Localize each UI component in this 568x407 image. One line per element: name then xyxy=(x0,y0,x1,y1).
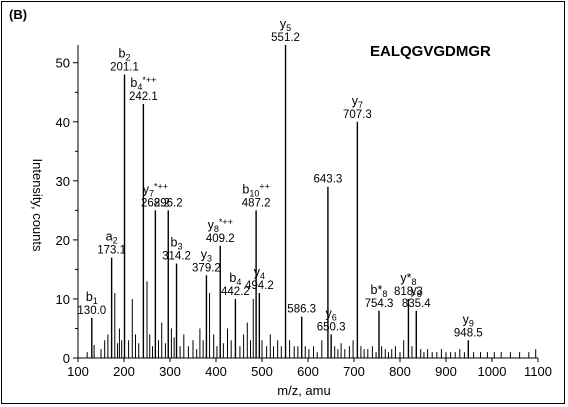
peak-label: 296.2 xyxy=(154,197,183,209)
ion-label: y*8 xyxy=(400,271,416,287)
x-tick-label: 700 xyxy=(343,364,365,379)
peak-label: 586.3 xyxy=(287,304,316,316)
x-tick-label: 600 xyxy=(297,364,319,379)
ion-label: a2 xyxy=(106,230,118,246)
peak-mz-value: 173.1 xyxy=(97,245,126,257)
ion-label: y7*++ xyxy=(143,181,168,198)
peak-mz-value: 754.3 xyxy=(365,298,394,310)
peak-label: 551.2y5 xyxy=(271,17,300,44)
peak-label: 409.2y8*++ xyxy=(206,217,235,245)
minor-peaks xyxy=(86,281,537,358)
y-tick-label: 50 xyxy=(56,56,70,71)
ion-label: y6 xyxy=(326,306,337,322)
y-tick-label: 40 xyxy=(56,115,70,130)
panel-label: (B) xyxy=(9,7,27,22)
peak-mz-value: 379.2 xyxy=(192,262,221,274)
y-axis-label: Intensity, counts xyxy=(30,159,45,252)
peak-mz-value: 242.1 xyxy=(129,91,158,103)
x-tick-label: 100 xyxy=(67,364,89,379)
ion-label: y8 xyxy=(411,283,422,299)
peak-mz-value: 948.5 xyxy=(454,327,483,339)
peak-label: 242.1b4*++ xyxy=(129,75,158,103)
ion-label: y7 xyxy=(352,94,363,110)
peak-mz-value: 551.2 xyxy=(271,32,300,44)
peak-mz-value: 296.2 xyxy=(154,197,183,209)
y-tick-label: 30 xyxy=(56,174,70,189)
peak-mz-value: 643.3 xyxy=(314,174,343,186)
x-tick-label: 900 xyxy=(435,364,457,379)
x-axis-label: m/z, amu xyxy=(277,383,330,398)
peak-mz-value: 314.2 xyxy=(162,251,191,263)
ion-label: y8*++ xyxy=(208,217,233,234)
peak-mz-value: 818.3 xyxy=(394,286,423,298)
peak-mz-value: 442.2 xyxy=(221,286,250,298)
y-tick-label: 10 xyxy=(56,292,70,307)
peak-mz-value: 650.3 xyxy=(317,321,346,333)
x-tick-label: 500 xyxy=(251,364,273,379)
peak-label: 379.2y3 xyxy=(192,247,221,274)
ion-label: b1 xyxy=(86,290,98,306)
peak-label: 707.3y7 xyxy=(343,94,372,121)
x-tick-label: 1000 xyxy=(478,364,507,379)
peak-label: 835.4y8 xyxy=(402,283,431,310)
ion-label: y4 xyxy=(254,265,265,281)
peak-label: 650.3y6 xyxy=(317,306,346,333)
x-tick-label: 800 xyxy=(389,364,411,379)
peak-label: 173.1a2 xyxy=(97,230,126,257)
ion-label: b3 xyxy=(171,236,183,252)
peak-label: 948.5y9 xyxy=(454,312,483,339)
ion-label: b4 xyxy=(229,271,241,287)
peak-label: 130.0b1 xyxy=(77,290,106,317)
peak-mz-value: 835.4 xyxy=(402,298,431,310)
peak-mz-value: 409.2 xyxy=(206,233,235,245)
peak-label: 268.2y7*++ xyxy=(141,181,170,209)
y-tick-label: 0 xyxy=(63,351,70,366)
peak-label: 818.3y*8 xyxy=(394,271,423,298)
peak-label: 314.2b3 xyxy=(162,236,191,263)
peak-label: 201.1b2 xyxy=(110,47,139,74)
x-tick-label: 300 xyxy=(159,364,181,379)
peak-mz-value: 130.0 xyxy=(77,305,106,317)
ion-label: y3 xyxy=(201,247,212,263)
peak-mz-value: 201.1 xyxy=(110,62,139,74)
axes: 100 200 300 400 500 600 700 800 900 1000 1100 0 10 20… xyxy=(56,45,552,379)
labeled-peaks xyxy=(91,45,470,358)
x-tick-label: 400 xyxy=(205,364,227,379)
x-tick-label: 200 xyxy=(113,364,135,379)
peak-mz-value: 494.2 xyxy=(245,280,274,292)
peak-label: 494.2y4 xyxy=(245,265,274,292)
peak-label: 442.2b4 xyxy=(221,271,250,298)
peak-label: 643.3 xyxy=(314,174,343,186)
ion-label: b10++ xyxy=(242,181,269,198)
peak-labels: 130.0b1173.1a2201.1b2242.1b4*++268.2y7*+… xyxy=(77,17,482,339)
ion-label: y9 xyxy=(463,312,474,328)
peak-mz-value: 268.2 xyxy=(141,197,170,209)
ion-label: b4*++ xyxy=(130,75,156,92)
peak-mz-value: 586.3 xyxy=(287,304,316,316)
ion-label: b2 xyxy=(119,47,131,63)
peak-label: 754.3b*8 xyxy=(365,283,394,310)
peak-mz-value: 707.3 xyxy=(343,109,372,121)
ion-label: y5 xyxy=(280,17,291,33)
chart-title: EALQGVGDMGR xyxy=(370,43,491,60)
y-tick-label: 20 xyxy=(56,233,70,248)
x-tick-label: 1100 xyxy=(524,364,552,379)
peak-mz-value: 487.2 xyxy=(242,197,271,209)
ion-label: b*8 xyxy=(371,283,388,299)
